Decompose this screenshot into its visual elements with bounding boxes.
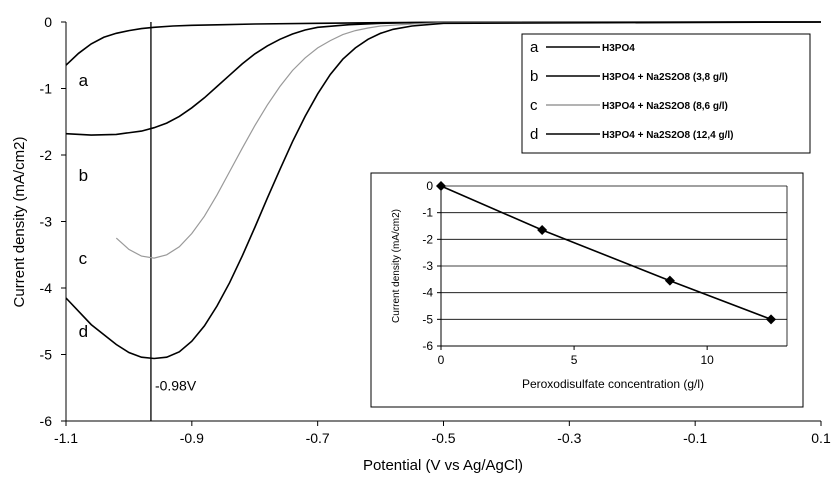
curve-label-d: d [79,322,88,341]
series-line-b [65,21,822,136]
x-axis-title: Potential (V vs Ag/AgCl) [363,457,523,474]
legend-box [521,33,811,154]
inset-x-axis-ticks: 0 5 10 [438,346,714,367]
inset-y-tick-label: -3 [422,259,433,273]
y-tick-label: -1 [40,81,53,97]
series-lines [65,21,822,360]
inset-data-point [436,181,446,191]
x-tick-label: -0.5 [431,430,455,446]
x-tick-label: -0.3 [557,430,581,446]
x-tick-label: -0.1 [683,430,707,446]
inset-y-tick-label: -1 [422,206,433,220]
inset-y-tick-label: 0 [426,179,433,193]
x-axis-ticks: -1.1 -0.9 -0.7 -0.5 -0.3 -0.1 0.1 [54,421,831,446]
inset-y-axis-title: Current density (mA/cm2) [391,209,402,323]
inset-series-line [440,185,772,321]
legend-letter-a: a [530,39,539,56]
legend-label: H3PO4 [602,43,635,54]
inset-data-point [537,225,548,235]
legend-label: H3PO4 + Na2S2O8 (12,4 g/l) [602,130,733,141]
legend-items: a H3PO4 b H3PO4 + Na2S2O8 (3,8 g/l) c H3PO4 +… [530,39,733,143]
inset-y-tick-label: -2 [422,232,433,246]
reference-label: -0.98V [155,377,197,393]
inset-chart: 0 -1 -2 -3 -4 -5 -6 0 5 10 Peroxodisulfate conce… [370,172,804,408]
inset-y-tick-label: -6 [422,339,433,353]
legend-letter-c: c [530,97,538,114]
legend-label: H3PO4 + Na2S2O8 (8,6 g/l) [602,101,728,112]
legend-letter-d: d [530,126,538,143]
y-tick-label: -3 [40,214,53,230]
y-axis-title: Current density (mA/cm2) [11,137,28,308]
y-tick-label: -5 [40,347,53,363]
series-line-a [65,21,822,66]
inset-y-tick-label: -5 [422,312,433,326]
x-tick-label: -1.1 [54,430,78,446]
y-tick-label: 0 [44,14,52,30]
inset-data-point [664,275,675,286]
series-line-d [65,21,822,360]
y-tick-label: -4 [40,280,53,296]
x-tick-label: 0.1 [811,430,831,446]
legend-letter-b: b [530,68,538,85]
y-axis-ticks: 0 -1 -2 -3 -4 -5 -6 [40,14,66,429]
legend-label: H3PO4 + Na2S2O8 (3,8 g/l) [602,72,728,83]
x-tick-label: -0.9 [180,430,204,446]
inset-x-tick-label: 0 [438,353,445,367]
inset-gridlines [441,185,788,347]
legend: a H3PO4 b H3PO4 + Na2S2O8 (3,8 g/l) c H3PO4 +… [521,33,811,154]
inset-x-tick-label: 10 [700,353,714,367]
curve-label-c: c [79,249,88,268]
inset-x-axis-title: Peroxodisulfate concentration (g/l) [522,377,704,391]
y-tick-label: -6 [40,413,53,429]
inset-series [436,181,777,325]
inset-x-tick-label: 5 [571,353,578,367]
inset-y-axis-ticks: 0 -1 -2 -3 -4 -5 -6 [422,179,441,353]
inset-box [370,172,804,408]
inset-data-point [766,314,777,325]
curve-label-a: a [79,71,89,90]
x-tick-label: -0.7 [306,430,330,446]
annotations: -0.98V a b c d [79,71,197,394]
series-line-c [115,21,822,259]
curve-label-b: b [79,166,88,185]
y-tick-label: -2 [40,147,53,163]
inset-y-tick-label: -4 [422,286,433,300]
